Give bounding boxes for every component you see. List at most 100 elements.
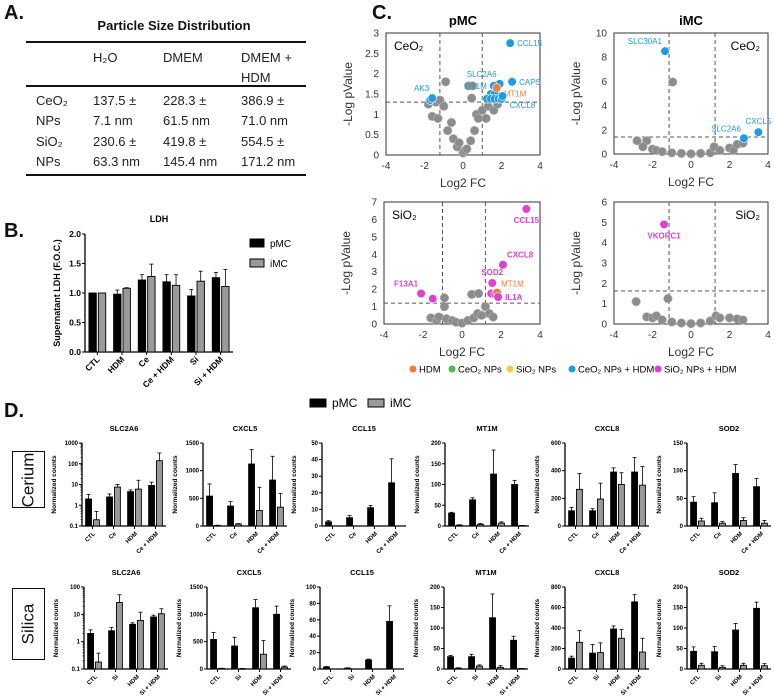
y-tick-label: 1 (373, 110, 379, 121)
y-axis-label: Normalized counts (413, 599, 420, 658)
bar-pMC (346, 517, 353, 527)
y-tick-label: 4 (371, 250, 377, 261)
bar-pMC (568, 510, 575, 527)
labeled-gene-point (416, 288, 426, 299)
gene-point (446, 117, 457, 128)
y-tick-label: 600 (551, 441, 562, 447)
gene-point (663, 293, 673, 304)
gene-label: SLC2A6 (467, 70, 497, 79)
table-cell: 228.3 ± 61.5 nm (163, 93, 210, 128)
gene-point (433, 113, 443, 123)
y-axis-label: Supernatant LDH (F.O.C.) (52, 239, 62, 347)
gene-point (631, 297, 641, 307)
y-tick-label: 30 (311, 474, 318, 480)
bar-pMC (210, 639, 217, 670)
y-axis-label: Normalized counts (534, 455, 541, 514)
y-tick-label: 4 (601, 238, 607, 249)
chart-title: CXCL5 (233, 424, 258, 433)
x-tick-label: HDM (730, 674, 744, 688)
x-tick-label: 2 (498, 330, 504, 341)
y-tick-label: 1 (75, 503, 79, 509)
chart-title: CXCL8 (595, 424, 620, 433)
bar-iMC (277, 506, 284, 527)
y-tick-label: 7 (371, 198, 377, 209)
bar-pMC (489, 617, 496, 670)
gene-label: SOD2 (481, 268, 503, 277)
gene-point (443, 126, 453, 136)
gene-label: SLC30A1 (628, 37, 663, 46)
y-axis-label: Normalized counts (534, 599, 541, 658)
y-tick-label: 400 (551, 469, 562, 475)
y-tick-label: 200 (430, 585, 441, 591)
table-cell: 137.5 ± 7.1 nm (93, 93, 137, 128)
bar-iMC (221, 286, 230, 353)
y-tick-label: 150 (673, 606, 684, 612)
bar-chart-ce-ccl15: CCL15 Normalized counts 0 10 20 30 40 50 CTL Ce HD… (291, 424, 406, 555)
column-header: H₂O (93, 50, 118, 65)
bar-pMC (323, 666, 330, 670)
legend-swatch-iMC (249, 258, 265, 268)
bar-pMC (631, 471, 638, 527)
labeled-gene-point (521, 204, 531, 214)
volcano-legend: HDM CeO₂ NPs SiO₂ NPs CeO₂ NPs + HDM SiO₂ NP… (409, 365, 737, 376)
x-tick-label: -2 (648, 330, 657, 341)
gene-label: CCL15 (514, 216, 540, 225)
expression-legend: pMC iMC (309, 396, 412, 410)
table-cell: 554.5 ± 171.2 nm (241, 134, 296, 169)
y-tick-label: 200 (431, 441, 442, 447)
y-tick-label: 2 (373, 69, 379, 80)
x-tick-label: -2 (419, 330, 428, 341)
chart-title: pMC (449, 13, 478, 28)
y-tick-label: 500 (189, 496, 200, 502)
y-tick-label: 50 (311, 441, 318, 447)
bar-iMC (618, 484, 625, 527)
bar-iMC (498, 522, 505, 527)
chart-title: CCL15 (350, 568, 374, 577)
table-bottom-rule (26, 174, 306, 176)
y-axis-label: -Log pValue (569, 231, 583, 295)
x-tick-label: Si (188, 354, 201, 367)
gene-point (462, 144, 472, 154)
bar-iMC (519, 525, 526, 527)
bar-pMC (108, 630, 115, 670)
gene-point (488, 312, 498, 322)
y-tick-label: 100 (673, 469, 684, 475)
y-axis-label: Normalized counts (172, 455, 179, 514)
bar-iMC (114, 486, 121, 527)
y-tick-label: 50 (676, 647, 683, 653)
legend-label: SiO₂ NPs + HDM (664, 365, 737, 376)
legend-label: pMC (270, 239, 291, 250)
x-tick-label: Ce (713, 531, 723, 541)
y-tick-label: 0.5 (365, 130, 379, 141)
gene-point (439, 101, 449, 111)
labeled-gene-point (487, 278, 497, 288)
chart-title: SLC2A6 (110, 424, 139, 433)
bar-pMC (568, 657, 575, 670)
bar-iMC (135, 488, 142, 527)
x-tick-label: Si + HDM (139, 674, 162, 697)
y-tick-label: 1000 (65, 441, 79, 447)
bar-iMC (147, 276, 156, 353)
panel-label-b: B. (4, 220, 24, 242)
volcano-pmc-ceo2: pMC CeO₂ -4 -2 0 2 4 0 0.5 1 1.5 2 2.5 3 Log2 FC -Log p… (341, 13, 543, 190)
bar-pMC (589, 510, 596, 527)
y-tick-label: 500 (193, 640, 204, 646)
x-tick-label: CTL (205, 531, 218, 544)
x-tick-label: Ce (591, 531, 601, 541)
bar-iMC (477, 523, 484, 527)
treatment-annotation: CeO₂ (731, 39, 761, 53)
y-tick-label: 2 (601, 279, 607, 290)
x-tick-label: Si + HDM (742, 674, 765, 697)
bar-iMC (97, 292, 107, 353)
labeled-gene-point (739, 133, 749, 143)
y-tick-label: 400 (551, 626, 562, 632)
gene-point (738, 315, 748, 325)
x-tick-label: HDM (608, 674, 622, 688)
gene-point (686, 149, 696, 159)
x-tick-label: -4 (382, 161, 391, 172)
x-tick-label: CTL (446, 674, 459, 687)
bar-iMC (719, 522, 726, 527)
gene-point (667, 148, 677, 158)
x-tick-label: -2 (648, 160, 657, 171)
y-tick-label: 4 (601, 101, 607, 112)
